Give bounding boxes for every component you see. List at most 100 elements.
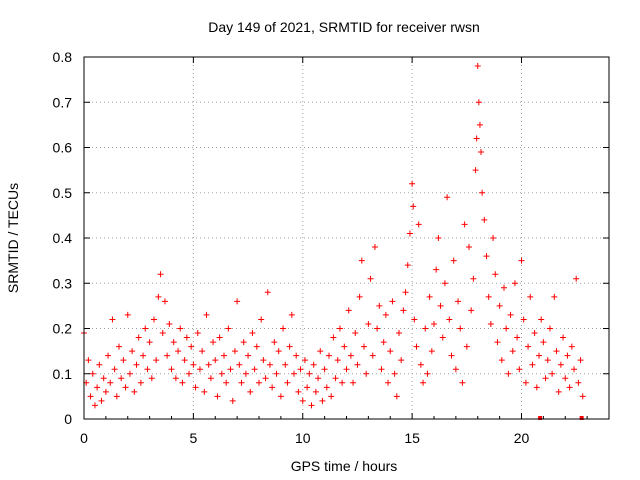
data-point <box>422 325 429 332</box>
y-tick-label: 0.6 <box>53 140 73 156</box>
data-point <box>196 366 203 373</box>
data-point <box>475 99 482 106</box>
data-point <box>365 320 372 327</box>
chart-title: Day 149 of 2021, SRMTID for receiver rws… <box>208 19 480 35</box>
data-point <box>214 393 221 400</box>
data-point <box>479 189 486 196</box>
data-point <box>218 370 225 377</box>
data-point <box>245 352 252 359</box>
data-point <box>231 348 238 355</box>
data-point <box>402 289 409 296</box>
data-point <box>473 135 480 142</box>
data-point <box>557 361 564 368</box>
data-point <box>212 357 219 364</box>
data-point <box>566 384 573 391</box>
data-point <box>94 384 101 391</box>
data-point <box>472 167 479 174</box>
x-tick-label: 20 <box>514 430 530 446</box>
data-point <box>505 370 512 377</box>
data-point <box>490 235 497 241</box>
data-point <box>159 330 166 337</box>
data-point <box>170 339 177 346</box>
data-point <box>410 203 417 210</box>
data-point <box>544 357 551 364</box>
data-point <box>466 244 472 251</box>
data-point <box>452 366 459 373</box>
data-point <box>295 388 302 395</box>
data-point <box>297 366 304 373</box>
data-point <box>229 397 236 404</box>
data-point <box>151 316 157 323</box>
y-tick-label: 0.5 <box>53 185 73 201</box>
data-point <box>126 370 133 377</box>
data-point <box>564 352 571 359</box>
data-point <box>326 352 332 359</box>
data-point <box>336 325 343 332</box>
data-point <box>188 343 195 350</box>
data-point <box>468 307 475 314</box>
data-point <box>498 357 505 364</box>
data-point <box>105 352 112 359</box>
data-point <box>284 379 291 386</box>
data-point <box>129 348 136 355</box>
data-point <box>431 320 437 327</box>
data-point <box>203 311 210 318</box>
data-point <box>262 375 269 382</box>
data-point <box>227 366 234 373</box>
data-point <box>199 348 206 355</box>
data-point <box>87 393 94 400</box>
data-point <box>339 379 346 386</box>
y-tick-label: 0.4 <box>53 230 73 246</box>
x-tick-label: 5 <box>189 430 197 446</box>
data-point <box>382 311 389 318</box>
x-axis-label: GPS time / hours <box>291 458 398 474</box>
data-point <box>363 370 370 377</box>
data-point <box>102 388 109 395</box>
data-point <box>568 343 575 350</box>
data-point <box>207 375 214 382</box>
data-point <box>455 298 462 305</box>
data-point <box>122 384 129 391</box>
data-point <box>426 293 433 300</box>
data-point <box>551 293 558 300</box>
data-point <box>247 388 254 395</box>
data-point <box>549 370 556 377</box>
data-point <box>120 357 127 364</box>
y-tick-label: 0.8 <box>53 49 73 65</box>
data-point <box>301 357 308 364</box>
data-point <box>223 379 230 386</box>
data-point <box>511 280 518 287</box>
data-point <box>161 298 168 305</box>
data-point <box>573 275 580 282</box>
x-tick-label: 15 <box>404 430 420 446</box>
data-point <box>253 343 260 350</box>
data-point <box>260 357 267 364</box>
data-point <box>236 361 243 368</box>
data-point <box>420 379 427 386</box>
y-tick-labels: 0 0.1 0.2 0.3 0.4 0.5 0.6 0.7 0.8 <box>53 49 73 427</box>
data-point <box>135 334 142 341</box>
data-point <box>312 388 319 395</box>
y-tick-label: 0.2 <box>53 321 73 337</box>
x-tick-label: 0 <box>80 430 88 446</box>
data-point <box>485 293 492 300</box>
data-point <box>242 370 249 377</box>
data-point <box>492 271 499 278</box>
data-point <box>317 348 324 355</box>
data-point <box>251 366 258 373</box>
data-point <box>518 257 525 264</box>
data-point <box>273 370 280 377</box>
data-point <box>529 361 536 368</box>
data-point <box>428 348 435 355</box>
data-point <box>256 379 262 386</box>
data-point <box>277 393 284 400</box>
data-point <box>409 180 416 187</box>
data-point <box>166 320 173 327</box>
data-point <box>142 325 149 332</box>
data-point <box>448 352 455 359</box>
data-point <box>444 194 451 201</box>
data-point <box>385 379 392 386</box>
data-point <box>146 339 153 346</box>
data-point <box>501 284 507 291</box>
